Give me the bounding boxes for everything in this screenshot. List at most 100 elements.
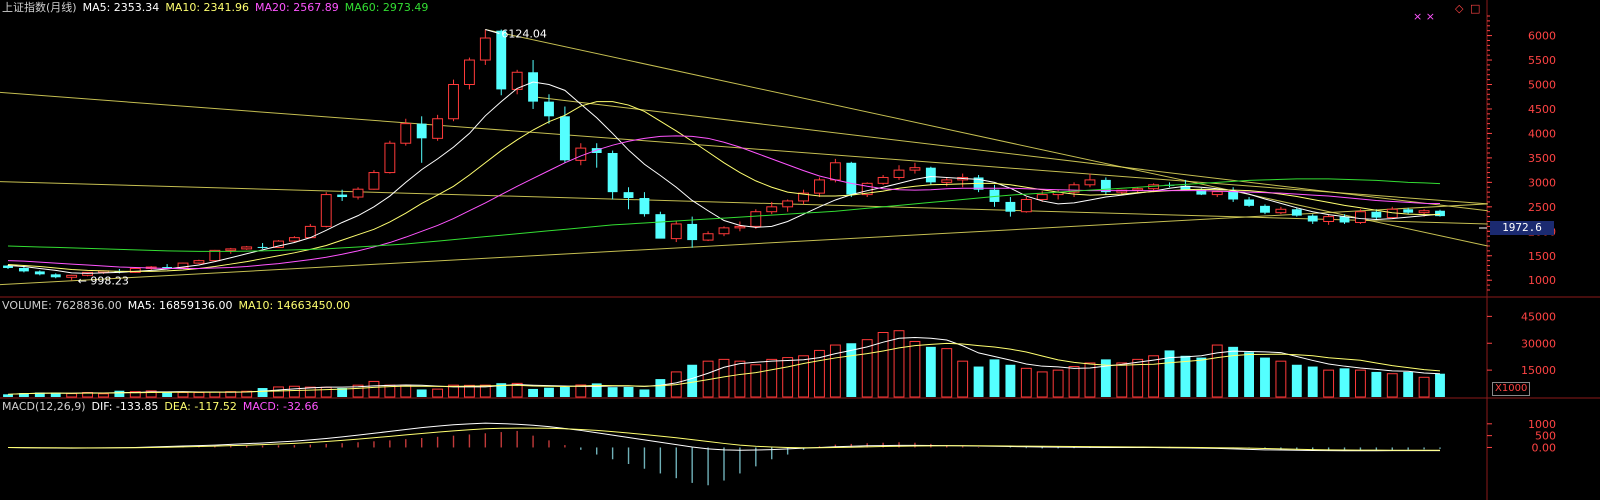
candle-body	[448, 84, 459, 120]
candle-body	[1084, 179, 1096, 186]
low-label: ← 998.23	[78, 274, 129, 287]
volume-bar	[114, 390, 125, 397]
candle-body	[225, 248, 237, 251]
candle-body	[989, 189, 1000, 202]
candle-body	[432, 118, 444, 139]
volume-bar	[1052, 369, 1064, 398]
volume-bar	[909, 340, 921, 398]
settings-diamond-icon[interactable]: ◇	[1455, 2, 1464, 15]
price-tick-label: 3000	[1528, 176, 1556, 189]
volume-bar	[432, 388, 444, 398]
candle-body	[1180, 185, 1191, 190]
volume-bar	[766, 358, 778, 398]
candle-body	[1196, 189, 1207, 195]
volume-bar	[337, 388, 348, 397]
volume-bar	[782, 357, 794, 398]
volume-bar	[66, 393, 78, 398]
candle-body	[528, 72, 538, 102]
close-x-icon[interactable]: × ×	[1413, 10, 1435, 23]
volume-bar	[544, 387, 554, 397]
candle-body	[655, 214, 666, 239]
macd-header: MACD(12,26,9) DIF: -133.85 DEA: -117.52 MAC…	[2, 400, 324, 413]
candle-body	[34, 271, 45, 275]
window-square-icon[interactable]: □	[1470, 2, 1481, 15]
volume-bar	[1275, 360, 1287, 398]
candle-body	[511, 71, 523, 90]
price-tick-label: 4000	[1528, 127, 1556, 140]
price-tick-label: 3500	[1528, 152, 1556, 165]
candle-body	[1355, 211, 1366, 223]
candle-body	[1020, 198, 1032, 213]
candle-body	[718, 227, 730, 235]
ma-line-ma60	[7, 178, 1441, 252]
volume-bar	[1084, 362, 1096, 398]
current-price-badge: 1972.6	[1490, 221, 1554, 235]
volume-bar	[1196, 357, 1207, 397]
ma-line-ma20	[7, 135, 1441, 269]
trendline	[485, 29, 1488, 247]
macd-dif-line	[7, 422, 1440, 452]
volume-bar	[368, 380, 380, 398]
candle-body	[257, 246, 268, 248]
volume-bar	[607, 387, 618, 397]
candle-body	[129, 267, 141, 273]
candle-body	[1036, 194, 1048, 200]
candle-body	[1339, 216, 1350, 223]
candle-body	[702, 233, 714, 241]
candle-body	[861, 182, 873, 196]
volume-bar	[273, 386, 284, 398]
candle-body	[162, 267, 173, 269]
ma-line-ma10	[7, 101, 1440, 272]
volume-bar	[463, 384, 475, 398]
volume-bar	[34, 392, 45, 397]
volume-bar	[145, 390, 157, 398]
candle-body	[18, 267, 29, 272]
candle-body	[384, 142, 396, 174]
volume-bar	[687, 364, 698, 397]
candle-body	[670, 223, 682, 240]
volume-bar	[1291, 364, 1302, 397]
dif-label: DIF: -133.85	[91, 400, 159, 413]
volume-bar	[416, 389, 427, 397]
candle-body	[798, 192, 809, 202]
volume-bar	[941, 348, 953, 398]
ma5-label: MA5: 2353.34	[82, 1, 160, 14]
volume-bar	[177, 392, 189, 398]
volume-bar	[1020, 367, 1032, 398]
candle-body	[909, 167, 921, 171]
candle-body	[337, 194, 348, 198]
candle-body	[1291, 209, 1302, 216]
volume-bar	[1355, 369, 1366, 398]
ma20-label: MA20: 2567.89	[255, 1, 339, 14]
volume-bar	[1418, 376, 1430, 398]
volume-bar	[496, 383, 507, 397]
volume-bar	[1403, 371, 1414, 397]
volume-bar	[1005, 364, 1016, 397]
trendline	[0, 181, 1488, 225]
candle-body	[1403, 209, 1414, 213]
dea-label: DEA: -117.52	[164, 400, 237, 413]
candle-body	[893, 169, 905, 178]
volume-bar	[861, 339, 873, 398]
volume-bar	[1116, 362, 1128, 398]
candle-body	[1418, 210, 1430, 214]
volume-bar	[989, 359, 1000, 397]
volume-bar	[623, 386, 634, 397]
candle-body	[193, 260, 205, 264]
price-title: 上证指数(月线)	[2, 1, 77, 14]
macd-title: MACD(12,26,9)	[2, 400, 86, 413]
candle-body	[750, 211, 762, 227]
volume-bar	[877, 332, 889, 398]
volume-bar	[655, 379, 666, 397]
vol-ma10-label: MA10: 14663450.00	[238, 299, 351, 312]
candle-body	[352, 188, 364, 198]
price-tick-label: 5500	[1528, 54, 1556, 67]
volume-bar	[193, 392, 205, 398]
candle-body	[66, 274, 78, 278]
candle-body	[3, 265, 13, 268]
candle-body	[368, 172, 380, 190]
candle-body	[50, 274, 61, 278]
candle-body	[1307, 215, 1318, 222]
macd-label: MACD: -32.66	[242, 400, 319, 413]
volume-tick-label: 30000	[1521, 337, 1556, 350]
